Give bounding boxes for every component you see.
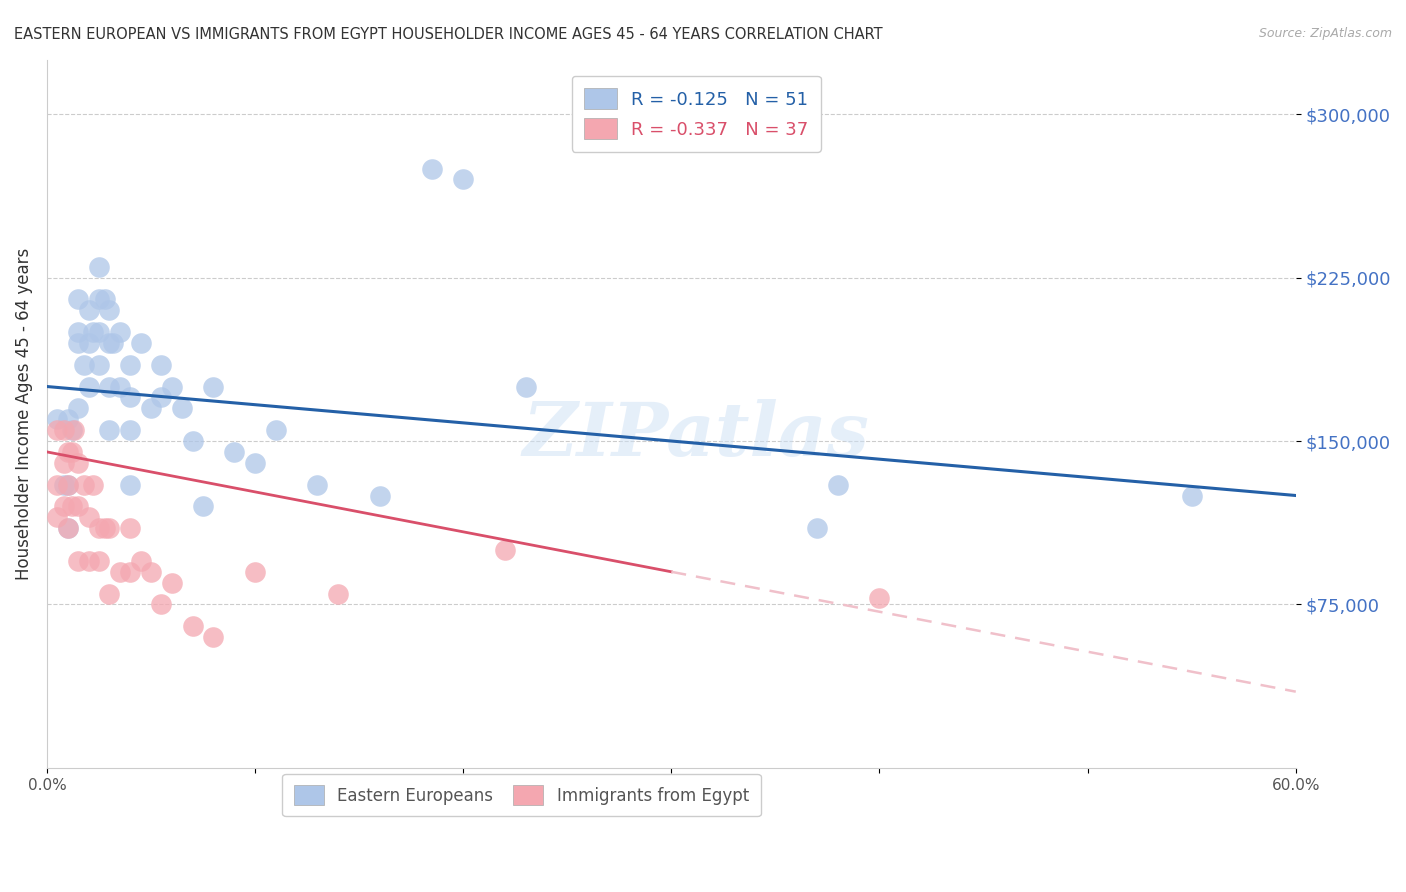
Point [869,591,891,605]
Point [60,445,83,459]
Point [120,391,142,405]
Point [77,554,100,568]
Point [368,488,391,502]
Point [98,586,121,600]
Point [98,379,121,393]
Point [87,325,110,339]
Point [46,510,69,524]
Point [120,521,142,535]
Point [108,325,131,339]
Point [67,554,90,568]
Point [46,423,69,437]
Point [129,335,152,350]
Point [150,358,173,372]
Point [515,379,537,393]
Point [98,521,121,535]
Point [67,401,90,416]
Point [82,325,104,339]
Point [77,379,100,393]
Point [56,412,79,426]
Point [172,401,194,416]
Point [1181,488,1204,502]
Point [56,521,79,535]
Point [94,521,117,535]
Point [73,358,96,372]
Point [82,477,104,491]
Point [139,401,162,416]
Point [87,293,110,307]
Point [87,521,110,535]
Point [87,260,110,274]
Point [98,335,121,350]
Point [150,598,173,612]
Point [98,423,121,437]
Point [129,554,152,568]
Point [60,423,83,437]
Point [264,423,287,437]
Point [98,303,121,318]
Point [150,391,173,405]
Point [191,500,214,514]
Point [52,456,75,470]
Point [181,434,204,448]
Point [139,565,162,579]
Point [56,477,79,491]
Point [243,456,266,470]
Point [494,543,516,558]
Point [87,358,110,372]
Legend: Eastern Europeans, Immigrants from Egypt: Eastern Europeans, Immigrants from Egypt [283,773,761,816]
Point [108,565,131,579]
Point [94,293,117,307]
Text: ZIPatlas: ZIPatlas [523,399,870,471]
Point [56,521,79,535]
Point [67,456,90,470]
Point [67,500,90,514]
Point [160,575,183,590]
Point [52,477,75,491]
Point [108,379,131,393]
Point [77,335,100,350]
Point [103,335,125,350]
Point [67,325,90,339]
Point [806,521,828,535]
Y-axis label: Householder Income Ages 45 - 64 years: Householder Income Ages 45 - 64 years [15,248,32,580]
Point [120,423,142,437]
Point [120,565,142,579]
Point [307,477,329,491]
Point [181,619,204,633]
Point [60,500,83,514]
Point [420,161,443,176]
Point [52,423,75,437]
Point [328,586,350,600]
Point [160,379,183,393]
Point [46,477,69,491]
Text: EASTERN EUROPEAN VS IMMIGRANTS FROM EGYPT HOUSEHOLDER INCOME AGES 45 - 64 YEARS : EASTERN EUROPEAN VS IMMIGRANTS FROM EGYP… [14,27,883,42]
Point [224,445,246,459]
Point [67,293,90,307]
Point [46,412,69,426]
Point [827,477,849,491]
Text: Source: ZipAtlas.com: Source: ZipAtlas.com [1258,27,1392,40]
Point [52,500,75,514]
Point [56,477,79,491]
Point [120,358,142,372]
Point [73,477,96,491]
Point [77,510,100,524]
Point [202,379,225,393]
Point [56,445,79,459]
Point [87,554,110,568]
Point [243,565,266,579]
Point [202,630,225,644]
Point [63,423,86,437]
Point [451,172,474,186]
Point [120,477,142,491]
Point [77,303,100,318]
Point [67,335,90,350]
